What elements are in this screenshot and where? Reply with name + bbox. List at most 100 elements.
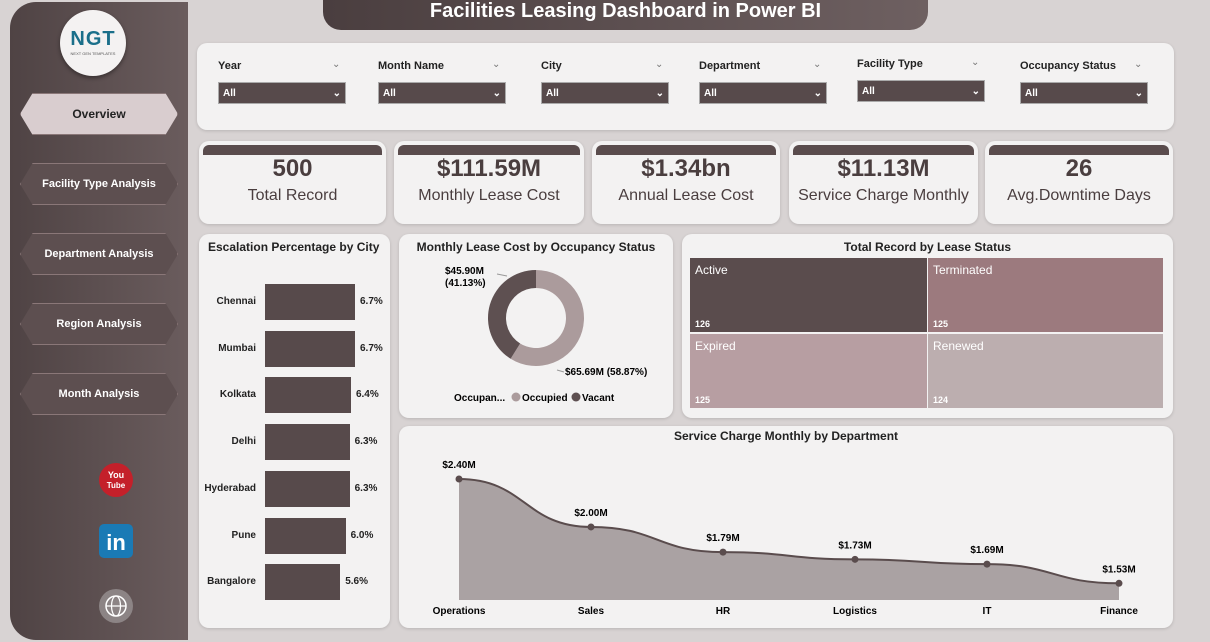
data-point[interactable] (719, 548, 727, 556)
globe-icon[interactable] (98, 588, 134, 624)
data-point[interactable] (1115, 579, 1123, 587)
svg-text:Tube: Tube (107, 481, 126, 490)
kpi-header-bar (989, 145, 1169, 155)
treemap-label: Active (695, 263, 728, 277)
page-title: Facilities Leasing Dashboard in Power BI (323, 0, 928, 30)
slice-data-label: (41.13%) (445, 278, 486, 289)
logo-subtext: NEXT GEN TEMPLATES (70, 51, 116, 56)
bar-category-label: Delhi (231, 436, 256, 448)
filter-dropdown-year[interactable]: All ⌄ (218, 82, 346, 104)
dropdown-value: All (383, 88, 396, 99)
filter-label: Month Name (378, 60, 444, 72)
chevron-down-icon: ⌄ (813, 88, 822, 99)
bar-data-label: 6.4% (355, 389, 379, 401)
kpi-value: $11.13M (837, 155, 930, 182)
filter-dropdown-department[interactable]: All ⌄ (699, 82, 827, 104)
legend-item-vacant[interactable]: Vacant (582, 393, 615, 404)
nav-department-analysis[interactable]: Department Analysis (20, 233, 178, 275)
data-point[interactable] (587, 523, 595, 531)
chevron-down-icon[interactable]: ⌄ (813, 59, 822, 70)
chart-title: Monthly Lease Cost by Occupancy Status (416, 240, 656, 254)
data-label: $2.00M (574, 508, 607, 519)
bar-category-label: Kolkata (219, 389, 256, 401)
bar[interactable] (265, 517, 346, 554)
area-chart: $2.40M Operations $2.00M Sales $1.79M HR $1.73… (433, 460, 1139, 617)
bar-data-label: 6.7% (360, 342, 383, 354)
area-fill (459, 479, 1119, 600)
filter-dropdown-facility-type[interactable]: All ⌄ (857, 80, 985, 102)
bar-data-label: 6.7% (360, 296, 383, 307)
chevron-down-icon[interactable]: ⌄ (332, 59, 341, 70)
data-label: $1.69M (970, 545, 1003, 556)
data-point[interactable] (851, 555, 859, 563)
chart-title: Total Record by Lease Status (843, 240, 1012, 254)
donut-slice-vacant[interactable] (488, 270, 536, 359)
treemap-cell-active[interactable]: Active 126 (690, 258, 927, 332)
bar[interactable] (265, 284, 355, 320)
data-point[interactable] (983, 560, 991, 568)
x-tick-label: Finance (1100, 606, 1138, 617)
data-label: $1.79M (706, 533, 739, 544)
kpi-header-bar (398, 145, 580, 155)
bar[interactable] (265, 424, 350, 461)
nav-region-analysis[interactable]: Region Analysis (20, 303, 178, 345)
bar-data-label: 5.6% (345, 576, 369, 588)
treemap-label: Expired (695, 339, 736, 353)
filter-dropdown-occupancy-status[interactable]: All ⌄ (1020, 82, 1148, 104)
x-tick-label: Sales (578, 606, 605, 617)
svg-text:You: You (108, 470, 124, 480)
logo-text: NGT (70, 28, 116, 50)
chevron-down-icon[interactable]: ⌄ (492, 59, 501, 70)
bar-data-label: 6.3% (354, 436, 378, 448)
filter-label: Department (699, 60, 761, 72)
dropdown-value: All (1025, 88, 1038, 99)
kpi-value: 26 (1065, 155, 1093, 182)
x-tick-label: HR (716, 606, 731, 617)
data-point[interactable] (455, 475, 463, 483)
chevron-down-icon[interactable]: ⌄ (1134, 59, 1143, 70)
donut-slice-occupied[interactable] (510, 270, 584, 366)
chevron-down-icon: ⌄ (492, 88, 501, 99)
filter-label: City (541, 60, 562, 72)
filter-dropdown-city[interactable]: All ⌄ (541, 82, 669, 104)
dropdown-value: All (546, 88, 559, 99)
filter-dropdown-month-name[interactable]: All ⌄ (378, 82, 506, 104)
donut-chart: $65.69M (58.87%) $45.90M(41.13%) Occupan..… (445, 266, 647, 404)
filter-label: Occupancy Status (1020, 60, 1116, 72)
filter-panel (197, 43, 1174, 130)
kpi-value: $1.34bn (641, 155, 731, 182)
treemap-cell-renewed[interactable]: Renewed 124 (928, 334, 1163, 408)
treemap-value: 126 (695, 319, 711, 329)
bar[interactable] (265, 564, 341, 601)
kpi-card: 500 Total Record (199, 141, 386, 224)
kpi-label: Total Record (247, 187, 338, 204)
chart-title: Escalation Percentage by City (208, 240, 380, 254)
nav-overview[interactable]: Overview (20, 93, 178, 135)
slice-data-label: $65.69M (58.87%) (565, 367, 647, 378)
area-line (458, 478, 1120, 585)
treemap-cell-terminated[interactable]: Terminated 125 (928, 258, 1163, 332)
bar-data-label: 6.3% (354, 482, 378, 494)
legend-item-occupied[interactable]: Occupied (522, 393, 568, 404)
chevron-down-icon[interactable]: ⌄ (971, 57, 980, 68)
treemap-cell-expired[interactable]: Expired 125 (690, 334, 927, 408)
bar[interactable] (265, 330, 355, 367)
treemap-label: Terminated (933, 263, 993, 277)
chevron-down-icon: ⌄ (1134, 88, 1143, 99)
dropdown-value: All (862, 86, 875, 97)
kpi-label: Service Charge Monthly (798, 187, 969, 204)
nav-month-analysis[interactable]: Month Analysis (20, 373, 178, 415)
slice-data-label: $45.90M (445, 266, 484, 277)
svg-text:in: in (106, 530, 126, 555)
chevron-down-icon[interactable]: ⌄ (655, 59, 664, 70)
data-label: $1.53M (1102, 564, 1135, 575)
bar-category-label: Chennai (216, 296, 256, 307)
bar-category-label: Hyderabad (204, 482, 256, 494)
nav-facility-type-analysis[interactable]: Facility Type Analysis (20, 163, 178, 205)
bar[interactable] (265, 377, 351, 414)
linkedin-icon[interactable]: in (98, 523, 134, 559)
bar[interactable] (265, 470, 350, 507)
data-label: $2.40M (442, 460, 475, 471)
treemap-value: 124 (933, 395, 949, 405)
